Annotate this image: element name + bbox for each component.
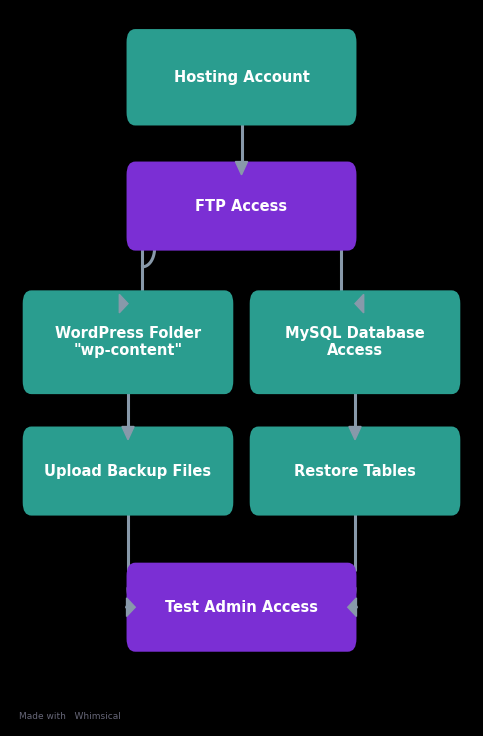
FancyBboxPatch shape <box>23 290 233 394</box>
Polygon shape <box>119 294 128 313</box>
Polygon shape <box>355 294 364 313</box>
Text: Upload Backup Files: Upload Backup Files <box>44 464 212 478</box>
Text: FTP Access: FTP Access <box>196 199 287 213</box>
FancyBboxPatch shape <box>250 427 460 515</box>
Text: Restore Tables: Restore Tables <box>294 464 416 478</box>
Polygon shape <box>122 427 134 440</box>
FancyBboxPatch shape <box>127 562 356 652</box>
Text: MySQL Database
Access: MySQL Database Access <box>285 326 425 358</box>
Text: Test Admin Access: Test Admin Access <box>165 600 318 615</box>
FancyBboxPatch shape <box>250 290 460 394</box>
Polygon shape <box>127 598 135 617</box>
Text: Hosting Account: Hosting Account <box>173 70 310 85</box>
Polygon shape <box>349 427 361 440</box>
Text: WordPress Folder
"wp-content": WordPress Folder "wp-content" <box>55 326 201 358</box>
Polygon shape <box>348 598 356 617</box>
Text: Made with   Whimsical: Made with Whimsical <box>19 712 121 721</box>
FancyBboxPatch shape <box>23 427 233 515</box>
Polygon shape <box>235 162 248 175</box>
FancyBboxPatch shape <box>127 162 356 250</box>
FancyBboxPatch shape <box>127 29 356 125</box>
